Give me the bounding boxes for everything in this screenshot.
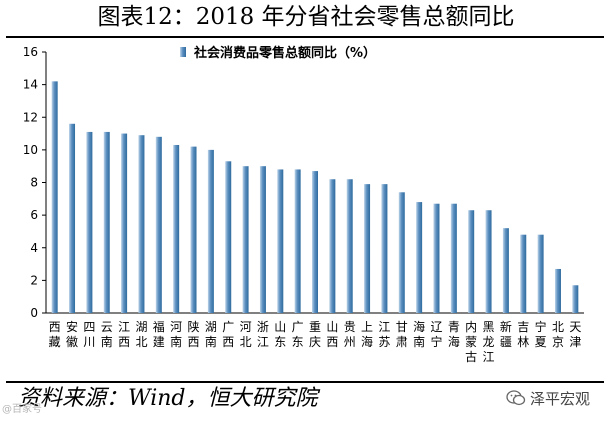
legend: 社会消费品零售总额同比（%） (180, 45, 376, 61)
bar (468, 210, 475, 313)
x-category-label: 北京 (552, 320, 564, 349)
y-tick-label: 6 (30, 208, 38, 222)
y-tick-label: 8 (30, 176, 38, 190)
bar-series (51, 81, 579, 314)
x-category-label: 河南 (170, 320, 182, 349)
x-category-label: 陕西 (188, 319, 200, 349)
y-tick-label: 10 (23, 143, 38, 157)
source-note: 资料来源：Wind，恒大研究院 (18, 386, 318, 411)
x-category-label: 内蒙古 (465, 320, 477, 364)
x-category-label: 天津 (569, 320, 581, 349)
y-tick-label: 12 (23, 110, 38, 124)
bar (277, 169, 284, 313)
bar (398, 192, 405, 313)
bar (554, 268, 561, 313)
bar (502, 228, 509, 313)
bar (69, 123, 76, 314)
x-category-label: 安徽 (66, 319, 78, 349)
x-category-label: 湖南 (205, 319, 217, 349)
bar (537, 234, 544, 313)
x-category-label: 重庆 (309, 320, 321, 349)
x-category-label: 宁夏 (535, 319, 547, 349)
x-category-label: 上海 (361, 320, 373, 349)
platform-watermark: @百家号 (2, 404, 42, 415)
x-category-label: 江西 (118, 320, 130, 349)
y-tick-label: 0 (30, 306, 38, 320)
x-axis-category-labels: 西藏安徽四川云南江西湖北福建河南陕西湖南广西河北浙江山东广东重庆山西贵州上海江苏… (49, 319, 582, 364)
title-divider (6, 36, 604, 38)
bar (520, 234, 527, 313)
bar (86, 131, 93, 313)
x-category-label: 海南 (413, 319, 425, 349)
bar (572, 285, 579, 313)
bar (207, 149, 214, 313)
bar (450, 203, 457, 313)
y-tick-label: 4 (30, 241, 38, 255)
account-watermark: 泽平宏观 (506, 386, 590, 410)
bottom-divider (6, 381, 604, 383)
x-category-label: 吉林 (517, 320, 529, 349)
bar (155, 136, 162, 313)
x-category-label: 广东 (292, 320, 304, 349)
bar (173, 144, 180, 313)
bar (103, 131, 110, 313)
x-category-label: 福建 (153, 319, 165, 349)
x-category-label: 云南 (101, 320, 113, 349)
figure-title: 图表12：2018 年分省社会零售总额同比 (97, 4, 515, 30)
x-category-label: 河北 (240, 320, 252, 349)
bar (312, 171, 318, 313)
bar (329, 179, 336, 313)
bar-chart: 0 2 4 6 8 10 12 14 16 西藏安徽四川云南江西湖北福建河南陕西湖南广西河北浙江… (23, 45, 584, 364)
bar (294, 169, 301, 313)
x-category-label: 湖北 (135, 319, 147, 349)
x-category-label: 浙江 (257, 320, 269, 349)
y-axis-tick-labels: 0 2 4 6 8 10 12 14 16 (23, 45, 38, 320)
bar (51, 81, 58, 313)
bar (433, 203, 440, 313)
bar (242, 166, 249, 313)
bar (346, 179, 353, 313)
bar (364, 184, 371, 313)
bar (485, 210, 492, 313)
bar (190, 146, 197, 313)
bar (225, 161, 232, 313)
bar (416, 202, 423, 313)
x-category-label: 甘肃 (396, 320, 408, 349)
legend-label: 社会消费品零售总额同比（%） (193, 45, 376, 61)
bar (259, 166, 266, 313)
x-category-label: 新疆 (500, 319, 512, 349)
y-tick-label: 2 (30, 273, 38, 287)
x-category-label: 山西 (326, 320, 338, 349)
x-category-label: 贵州 (344, 320, 356, 349)
legend-swatch (180, 47, 186, 57)
x-category-label: 西藏 (49, 320, 61, 349)
bar (138, 135, 145, 313)
bar (381, 184, 388, 313)
x-category-label: 广西 (222, 320, 234, 349)
x-category-label: 江苏 (378, 320, 390, 349)
y-tick-label: 14 (23, 78, 38, 92)
x-category-label: 辽宁 (430, 320, 442, 349)
wechat-icon (506, 390, 526, 406)
bar (121, 133, 128, 313)
watermark-text: 泽平宏观 (530, 389, 591, 408)
x-category-label: 山东 (274, 320, 286, 349)
x-category-label: 青海 (448, 320, 460, 349)
x-category-label: 四川 (83, 320, 95, 349)
y-tick-label: 16 (23, 45, 38, 59)
x-category-label: 黑龙江 (483, 320, 495, 364)
